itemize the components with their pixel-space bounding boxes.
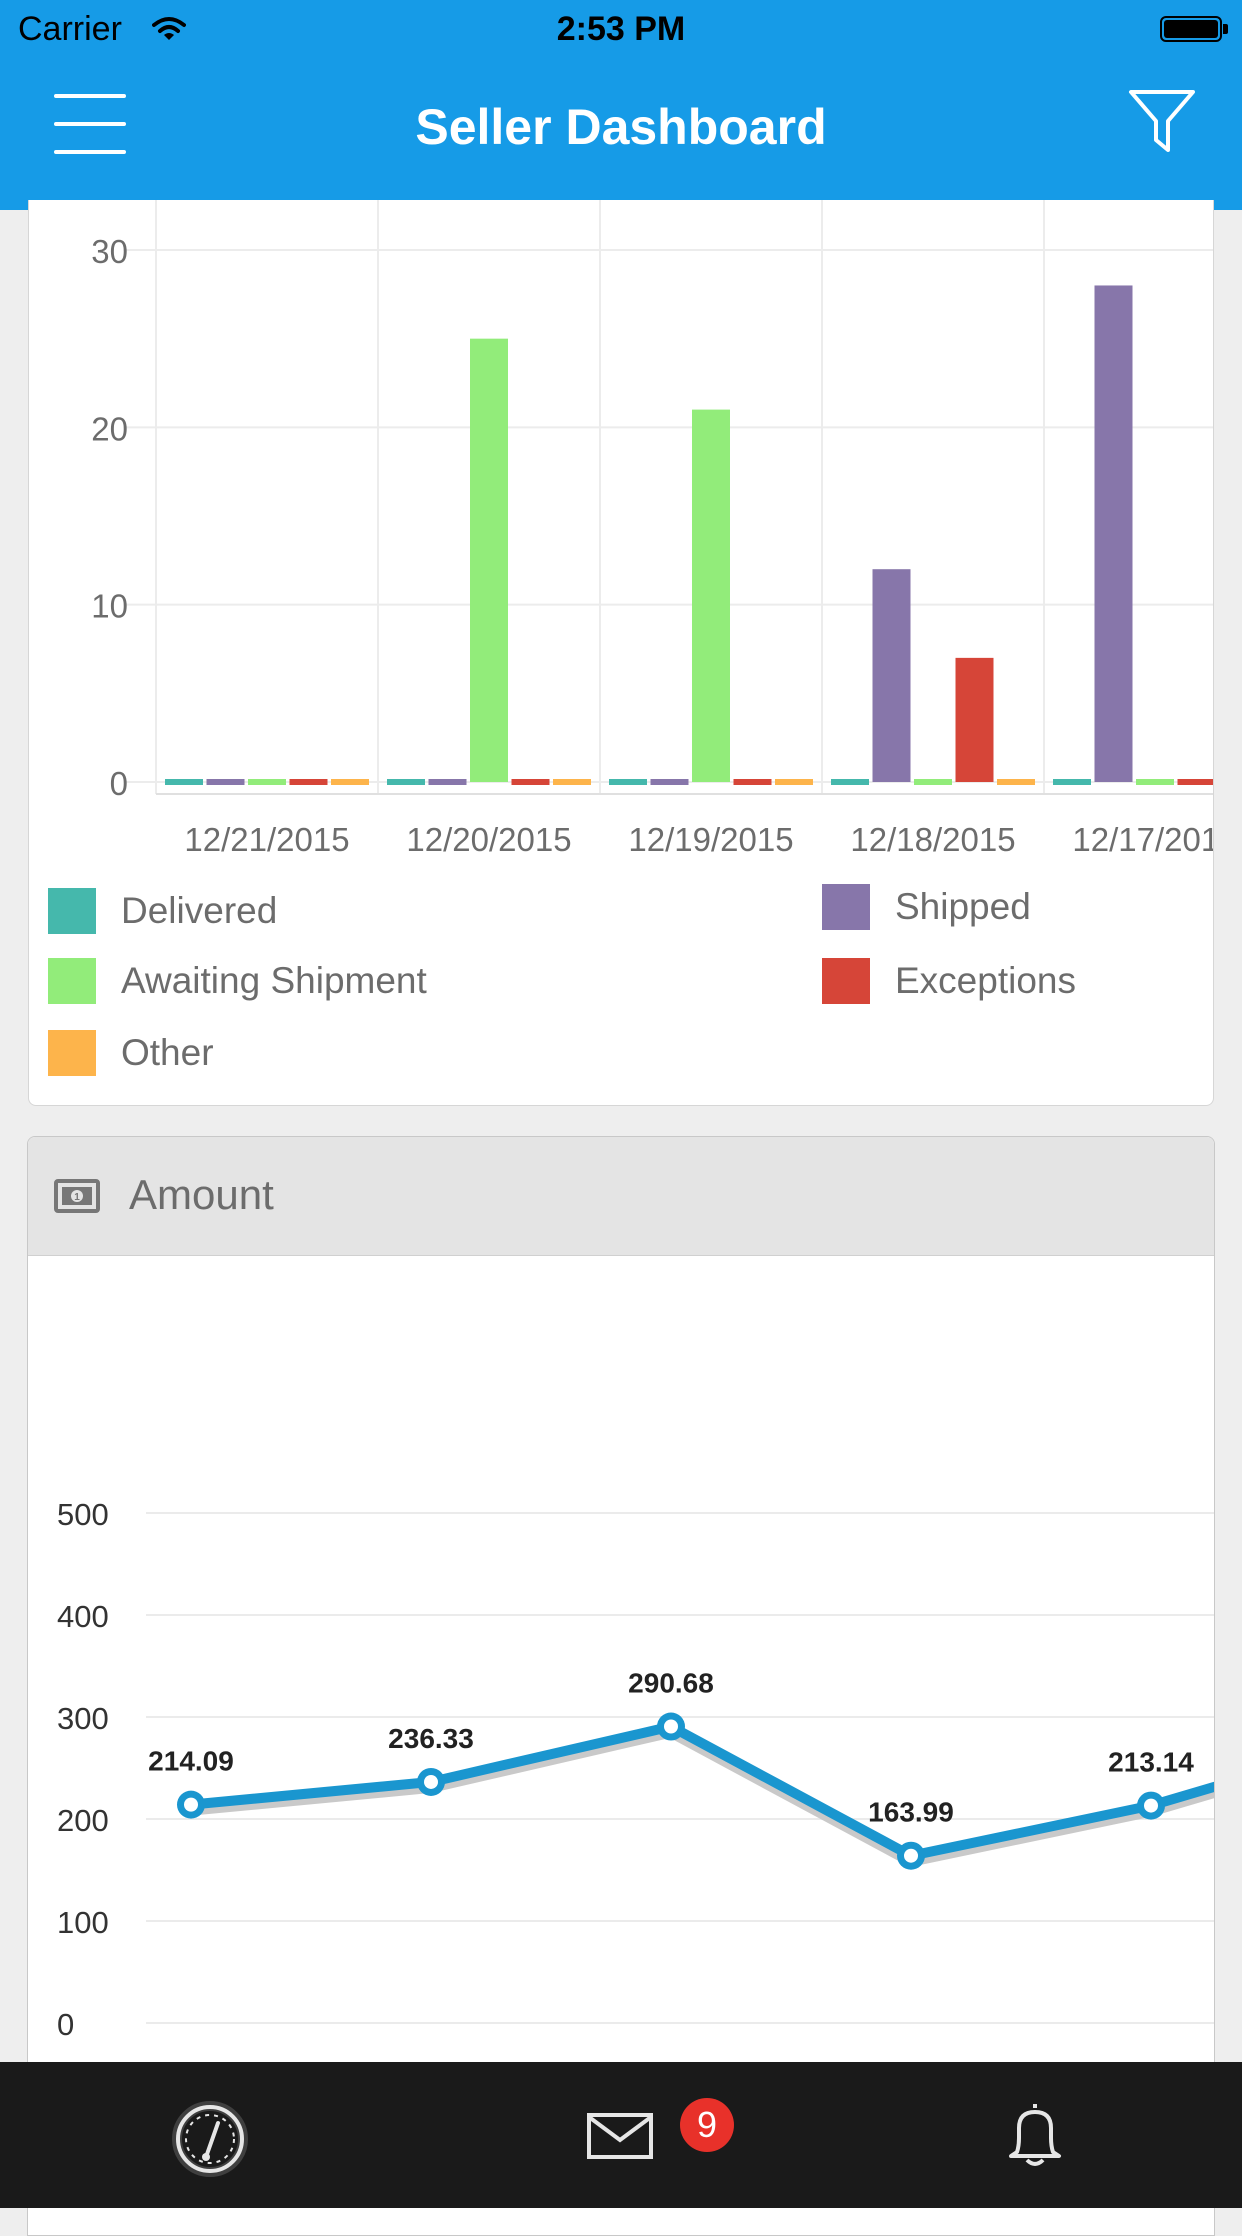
legend-label: Shipped bbox=[895, 886, 1031, 927]
legend-swatch bbox=[48, 888, 96, 934]
bar-delivered bbox=[1053, 779, 1091, 785]
y-tick-label: 200 bbox=[57, 1803, 109, 1838]
series-line bbox=[190, 1721, 1214, 1861]
data-point-center bbox=[184, 1797, 198, 1812]
order-status-card: 0 10 20 30 12/21/2015 12/20/2015 12/19/2015 12/… bbox=[28, 200, 1214, 1106]
tab-notifications[interactable] bbox=[975, 2062, 1095, 2208]
y-tick-label: 20 bbox=[91, 410, 128, 447]
bar-shipped bbox=[206, 779, 245, 785]
legend-item: Shipped bbox=[822, 884, 1031, 930]
data-label: 214.09 bbox=[148, 1746, 234, 1777]
data-label: 213.14 bbox=[1108, 1747, 1194, 1778]
bar-exceptions bbox=[289, 779, 328, 785]
bar-awaiting-shipment bbox=[248, 779, 286, 785]
bar-shipped bbox=[872, 569, 911, 782]
x-tick-label: 12/17/2015 bbox=[1072, 821, 1214, 856]
legend-swatch bbox=[822, 958, 870, 1004]
y-tick-label: 400 bbox=[57, 1599, 109, 1634]
legend-label: Other bbox=[121, 1032, 214, 1073]
bar-delivered bbox=[831, 779, 869, 785]
legend-item: Awaiting Shipment bbox=[48, 958, 427, 1004]
data-point-center bbox=[424, 1774, 438, 1789]
data-point-center bbox=[1144, 1798, 1158, 1813]
data-point-center bbox=[664, 1719, 678, 1734]
bar-other bbox=[553, 779, 591, 785]
hamburger-menu-icon[interactable] bbox=[54, 94, 126, 154]
legend-item: Delivered bbox=[48, 888, 277, 934]
speedometer-icon bbox=[162, 2097, 258, 2182]
data-label: 236.33 bbox=[388, 1723, 474, 1754]
bar-delivered bbox=[609, 779, 647, 785]
x-tick-label: 12/19/2015 bbox=[628, 821, 793, 856]
legend-swatch bbox=[822, 884, 870, 930]
data-label: 163.99 bbox=[868, 1797, 954, 1828]
carrier-label: Carrier bbox=[18, 10, 122, 48]
bar-awaiting-shipment bbox=[914, 779, 952, 785]
bar-shipped bbox=[650, 779, 689, 785]
y-tick-label: 10 bbox=[91, 588, 128, 625]
bar-delivered bbox=[387, 779, 425, 785]
legend-label: Awaiting Shipment bbox=[121, 960, 427, 1001]
y-tick-label: 300 bbox=[57, 1701, 109, 1736]
legend-swatch bbox=[48, 958, 96, 1004]
svg-text:1: 1 bbox=[74, 1192, 80, 1203]
bar-awaiting-shipment bbox=[1136, 779, 1174, 785]
tab-messages[interactable] bbox=[560, 2062, 680, 2208]
bar-awaiting-shipment bbox=[692, 409, 730, 782]
legend-label: Exceptions bbox=[895, 960, 1076, 1001]
tab-bar: 9 bbox=[0, 2062, 1242, 2208]
legend-item: Other bbox=[48, 1030, 214, 1076]
y-tick-label: 30 bbox=[91, 233, 128, 270]
bar-other bbox=[775, 779, 813, 785]
x-tick-label: 12/20/2015 bbox=[406, 821, 571, 856]
x-tick-label: 12/18/2015 bbox=[850, 821, 1015, 856]
data-point-center bbox=[904, 1848, 918, 1863]
money-bill-icon: 1 bbox=[54, 1179, 100, 1218]
wifi-icon bbox=[152, 12, 186, 51]
x-tick-label: 12/21/2015 bbox=[184, 821, 349, 856]
y-tick-label: 0 bbox=[110, 765, 128, 802]
amount-card-header: 1 Amount bbox=[28, 1137, 1214, 1256]
clock-time: 2:53 PM bbox=[556, 10, 686, 48]
y-tick-label: 100 bbox=[57, 1905, 109, 1940]
amount-line-chart: 0 100 200 300 400 500 214.09 236.33 290.68 163.99… bbox=[57, 1497, 1214, 2115]
messages-badge: 9 bbox=[680, 2098, 734, 2152]
nav-bar: Seller Dashboard bbox=[0, 60, 1242, 210]
bar-exceptions bbox=[511, 779, 550, 785]
bar-shipped bbox=[1094, 285, 1133, 782]
bar-exceptions bbox=[955, 657, 994, 782]
bar-exceptions bbox=[733, 779, 772, 785]
bar-awaiting-shipment bbox=[470, 338, 508, 782]
bar-other bbox=[331, 779, 369, 785]
order-status-bar-chart: 0 10 20 30 12/21/2015 12/20/2015 12/19/2015 12/… bbox=[91, 200, 1214, 856]
envelope-icon bbox=[586, 2112, 654, 2165]
bar-shipped bbox=[428, 779, 467, 785]
y-tick-label: 0 bbox=[57, 2007, 74, 2042]
legend-label: Delivered bbox=[121, 890, 278, 931]
filter-icon[interactable] bbox=[1128, 88, 1196, 159]
page-title: Seller Dashboard bbox=[415, 99, 827, 155]
legend-swatch bbox=[48, 1030, 96, 1076]
data-label: 290.68 bbox=[628, 1668, 714, 1699]
legend-item: Exceptions bbox=[822, 958, 1076, 1004]
battery-icon bbox=[1160, 16, 1228, 42]
tab-dashboard[interactable] bbox=[150, 2062, 270, 2208]
status-bar: Carrier 2:53 PM bbox=[0, 0, 1242, 60]
bar-other bbox=[997, 779, 1035, 785]
y-tick-label: 500 bbox=[57, 1497, 109, 1532]
bar-exceptions bbox=[1177, 779, 1213, 785]
bar-delivered bbox=[165, 779, 203, 785]
bell-icon bbox=[1005, 2100, 1065, 2175]
amount-card-title: Amount bbox=[129, 1171, 274, 1218]
